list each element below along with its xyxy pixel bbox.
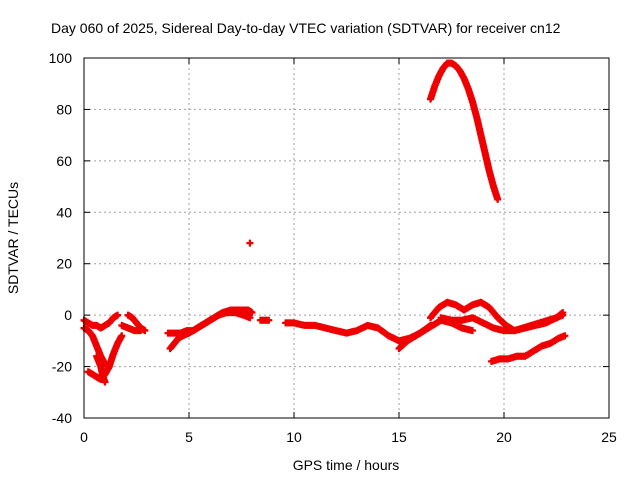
- data-point: [246, 314, 254, 322]
- x-axis-ticks: 0 5 10 15 20 25: [80, 58, 617, 445]
- data-point: [561, 332, 569, 340]
- y-tick-label: 100: [49, 50, 73, 66]
- y-axis-ticks: -40 -20 0 20 40 60 80 100: [49, 50, 609, 426]
- x-tick-label: 10: [286, 429, 302, 445]
- chart-title: Day 060 of 2025, Sidereal Day-to-day VTE…: [51, 20, 561, 36]
- data-point: [248, 309, 256, 317]
- y-tick-label: 80: [56, 101, 72, 117]
- x-axis-label: GPS time / hours: [293, 457, 400, 473]
- data-point: [559, 309, 567, 317]
- y-tick-label: 40: [56, 204, 72, 220]
- y-tick-label: -20: [52, 359, 72, 375]
- gridlines: [84, 58, 609, 418]
- data-point: [137, 327, 145, 335]
- data-point: [469, 327, 476, 335]
- data-points: [80, 59, 569, 386]
- x-tick-label: 20: [496, 429, 512, 445]
- x-tick-label: 5: [185, 429, 193, 445]
- y-tick-label: 60: [56, 153, 72, 169]
- y-tick-label: 0: [64, 307, 72, 323]
- x-tick-label: 0: [80, 429, 88, 445]
- y-tick-label: 20: [56, 256, 72, 272]
- data-point: [494, 195, 502, 203]
- data-point: [101, 378, 109, 386]
- y-axis-label: SDTVAR / TECUs: [5, 182, 21, 294]
- x-tick-label: 15: [391, 429, 407, 445]
- data-point: [246, 239, 254, 247]
- plot-frame: [83, 57, 610, 419]
- y-tick-label: -40: [52, 410, 72, 426]
- data-point: [114, 311, 122, 319]
- data-point: [265, 316, 273, 324]
- x-tick-label: 25: [601, 429, 617, 445]
- data-point: [118, 332, 126, 340]
